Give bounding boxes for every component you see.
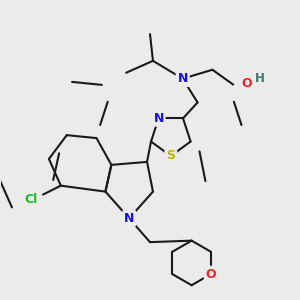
Text: N: N [153,112,164,125]
Text: N: N [178,72,188,85]
Text: O: O [206,268,216,281]
Text: N: N [124,212,134,225]
Text: S: S [166,149,175,162]
Text: Cl: Cl [25,193,38,206]
Text: O: O [241,76,252,90]
Text: H: H [255,72,265,85]
